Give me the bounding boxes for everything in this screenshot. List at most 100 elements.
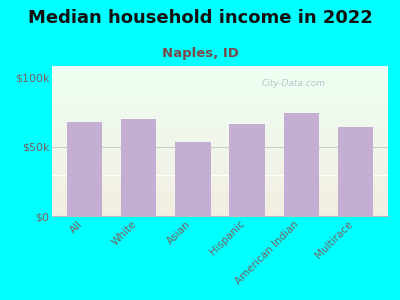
Bar bbox=[52, 84, 388, 86]
Bar bbox=[52, 96, 388, 98]
Bar bbox=[52, 108, 388, 110]
Bar bbox=[52, 130, 388, 132]
Bar bbox=[52, 118, 388, 120]
Bar bbox=[52, 105, 388, 106]
Bar bbox=[52, 69, 388, 70]
Bar bbox=[52, 147, 388, 148]
Bar bbox=[52, 117, 388, 118]
Bar bbox=[52, 194, 388, 195]
Text: Naples, ID: Naples, ID bbox=[162, 46, 238, 59]
Bar bbox=[52, 172, 388, 174]
Bar bbox=[52, 206, 388, 207]
Bar bbox=[52, 102, 388, 104]
Bar bbox=[52, 124, 388, 126]
Bar bbox=[52, 176, 388, 177]
Bar bbox=[230, 124, 265, 216]
Bar bbox=[52, 184, 388, 186]
Bar bbox=[175, 142, 210, 216]
Bar bbox=[52, 152, 388, 153]
Text: Median household income in 2022: Median household income in 2022 bbox=[28, 9, 372, 27]
Bar bbox=[52, 135, 388, 136]
Bar bbox=[52, 87, 388, 88]
Bar bbox=[52, 188, 388, 189]
Bar bbox=[52, 85, 388, 87]
Bar bbox=[52, 70, 388, 72]
Bar bbox=[52, 198, 388, 200]
Bar bbox=[52, 78, 388, 80]
Bar bbox=[52, 74, 388, 75]
Bar bbox=[52, 75, 388, 76]
Bar bbox=[52, 106, 388, 108]
Bar bbox=[52, 208, 388, 210]
Bar bbox=[52, 168, 388, 170]
Bar bbox=[52, 110, 388, 111]
Bar bbox=[67, 122, 102, 216]
Bar bbox=[52, 213, 388, 214]
Bar bbox=[52, 159, 388, 160]
Bar bbox=[52, 129, 388, 130]
Bar bbox=[52, 214, 388, 216]
Bar bbox=[52, 153, 388, 154]
Bar bbox=[52, 146, 388, 147]
Bar bbox=[52, 128, 388, 129]
Bar bbox=[52, 90, 388, 92]
Bar bbox=[52, 141, 388, 142]
Bar bbox=[52, 76, 388, 78]
Bar bbox=[52, 88, 388, 90]
Bar bbox=[52, 148, 388, 150]
Bar bbox=[52, 183, 388, 184]
Bar bbox=[52, 112, 388, 114]
Bar bbox=[52, 100, 388, 102]
Bar bbox=[52, 150, 388, 152]
Bar bbox=[52, 114, 388, 116]
Bar bbox=[52, 138, 388, 140]
Bar bbox=[52, 92, 388, 93]
Bar bbox=[52, 160, 388, 162]
Bar bbox=[52, 212, 388, 213]
Bar bbox=[52, 169, 388, 171]
Bar bbox=[52, 165, 388, 166]
Bar bbox=[52, 82, 388, 84]
Bar bbox=[52, 201, 388, 202]
Bar bbox=[52, 186, 388, 188]
Bar bbox=[52, 123, 388, 124]
Bar bbox=[52, 66, 388, 68]
Bar bbox=[52, 195, 388, 196]
Bar bbox=[52, 190, 388, 192]
Bar bbox=[52, 207, 388, 208]
Bar bbox=[52, 136, 388, 138]
Bar bbox=[52, 171, 388, 172]
Bar bbox=[52, 134, 388, 135]
Bar bbox=[52, 98, 388, 99]
Bar bbox=[52, 156, 388, 158]
Bar bbox=[52, 164, 388, 165]
Bar bbox=[52, 189, 388, 190]
Bar bbox=[52, 120, 388, 122]
Bar bbox=[52, 174, 388, 176]
Bar bbox=[52, 167, 388, 168]
Bar bbox=[52, 93, 388, 94]
Bar bbox=[52, 144, 388, 146]
Bar bbox=[52, 80, 388, 81]
Bar bbox=[338, 127, 373, 216]
Text: City-Data.com: City-Data.com bbox=[262, 80, 326, 88]
Bar bbox=[52, 178, 388, 180]
Bar bbox=[52, 142, 388, 144]
Bar bbox=[52, 180, 388, 182]
Bar bbox=[52, 140, 388, 141]
Bar bbox=[52, 210, 388, 212]
Bar bbox=[52, 154, 388, 156]
Bar bbox=[52, 81, 388, 82]
Bar bbox=[52, 177, 388, 178]
Bar bbox=[52, 72, 388, 74]
Bar bbox=[284, 113, 319, 216]
Bar bbox=[121, 119, 156, 216]
Bar bbox=[52, 103, 388, 105]
Bar bbox=[52, 94, 388, 96]
Bar bbox=[52, 132, 388, 134]
Bar bbox=[52, 202, 388, 204]
Bar bbox=[52, 196, 388, 198]
Bar bbox=[52, 122, 388, 123]
Bar bbox=[52, 111, 388, 112]
Bar bbox=[52, 116, 388, 117]
